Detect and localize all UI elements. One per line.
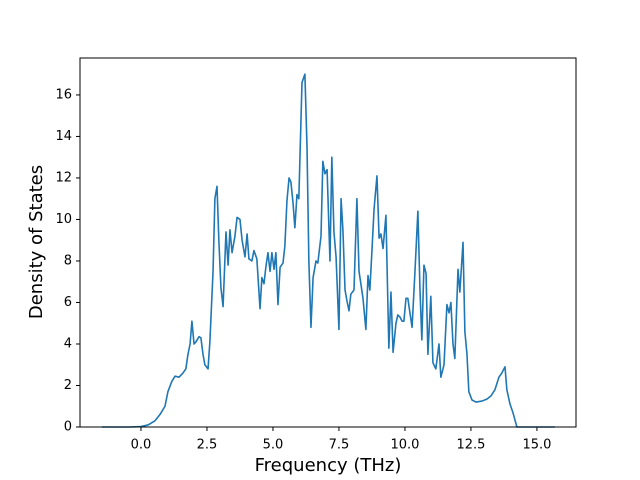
plot-frame <box>79 57 577 428</box>
y-tick-label: 16 <box>55 87 72 102</box>
y-tick-label: 14 <box>55 129 72 144</box>
x-tick-label: 10.0 <box>390 438 419 453</box>
x-axis-label: Frequency (THz) <box>255 455 402 476</box>
y-axis-label: Density of States <box>26 165 47 319</box>
x-tick-label: 15.0 <box>522 438 551 453</box>
y-tick-label: 0 <box>64 420 72 435</box>
x-tick-label: 2.5 <box>197 438 218 453</box>
y-tick-label: 8 <box>64 253 72 268</box>
x-tick-label: 0.0 <box>131 438 152 453</box>
x-tick-label: 12.5 <box>456 438 485 453</box>
y-tick-label: 2 <box>64 378 72 393</box>
y-tick-label: 10 <box>55 212 72 227</box>
y-tick-label: 4 <box>64 336 72 351</box>
x-tick-label: 5.0 <box>263 438 284 453</box>
y-tick-label: 6 <box>64 295 72 310</box>
y-tick-label: 12 <box>55 170 72 185</box>
x-tick-label: 7.5 <box>329 438 350 453</box>
dos-line <box>101 73 555 428</box>
